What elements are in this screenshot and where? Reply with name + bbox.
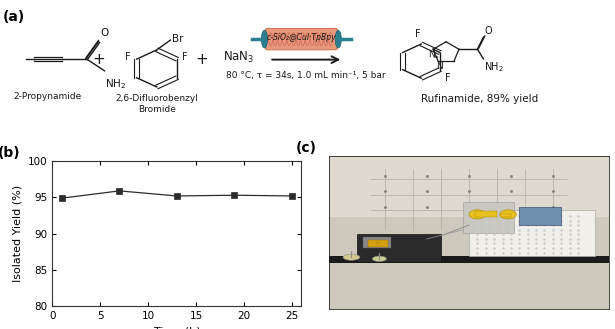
Text: 2-Propynamide: 2-Propynamide — [14, 92, 82, 101]
Bar — [519, 207, 561, 225]
Text: c-SiO₂@CuI·TpBpy: c-SiO₂@CuI·TpBpy — [266, 33, 336, 42]
Text: F: F — [415, 29, 421, 39]
Text: N: N — [428, 50, 435, 59]
Text: NaN$_3$: NaN$_3$ — [223, 50, 254, 65]
Text: 2,6-Difluorobenzyl
Bromide: 2,6-Difluorobenzyl Bromide — [116, 94, 198, 114]
FancyBboxPatch shape — [265, 28, 338, 50]
Text: O: O — [485, 26, 493, 36]
Bar — [357, 234, 441, 262]
Y-axis label: Isolated Yield (%): Isolated Yield (%) — [12, 185, 22, 282]
Bar — [329, 156, 609, 217]
Text: =: = — [433, 55, 438, 61]
Circle shape — [500, 210, 517, 219]
Text: +: + — [92, 52, 105, 67]
Ellipse shape — [261, 30, 268, 48]
Text: F: F — [182, 52, 188, 62]
Text: F: F — [125, 52, 130, 62]
X-axis label: Time (h): Time (h) — [154, 326, 200, 329]
Text: NH$_2$: NH$_2$ — [105, 77, 125, 91]
Bar — [368, 240, 388, 246]
Bar — [329, 256, 609, 263]
Text: NH$_2$: NH$_2$ — [484, 60, 504, 74]
Text: O: O — [100, 28, 108, 38]
Text: +: + — [196, 52, 208, 67]
Text: N: N — [436, 62, 443, 71]
Ellipse shape — [335, 30, 341, 48]
Ellipse shape — [343, 254, 360, 260]
Text: 80 °C, τ = 34s, 1.0 mL min⁻¹, 5 bar: 80 °C, τ = 34s, 1.0 mL min⁻¹, 5 bar — [226, 71, 386, 80]
Bar — [500, 215, 511, 217]
Text: (b): (b) — [0, 146, 20, 160]
Bar — [463, 202, 514, 233]
Bar — [475, 211, 497, 217]
Text: (c): (c) — [295, 141, 317, 155]
Text: (a): (a) — [3, 10, 25, 24]
Text: ::::: :::: — [375, 241, 381, 245]
Circle shape — [469, 210, 486, 219]
Text: Br: Br — [172, 34, 183, 44]
Bar — [469, 210, 595, 256]
Text: F: F — [445, 73, 450, 83]
Text: Rufinamide, 89% yield: Rufinamide, 89% yield — [421, 94, 538, 104]
Ellipse shape — [373, 256, 386, 262]
Bar — [363, 237, 391, 248]
